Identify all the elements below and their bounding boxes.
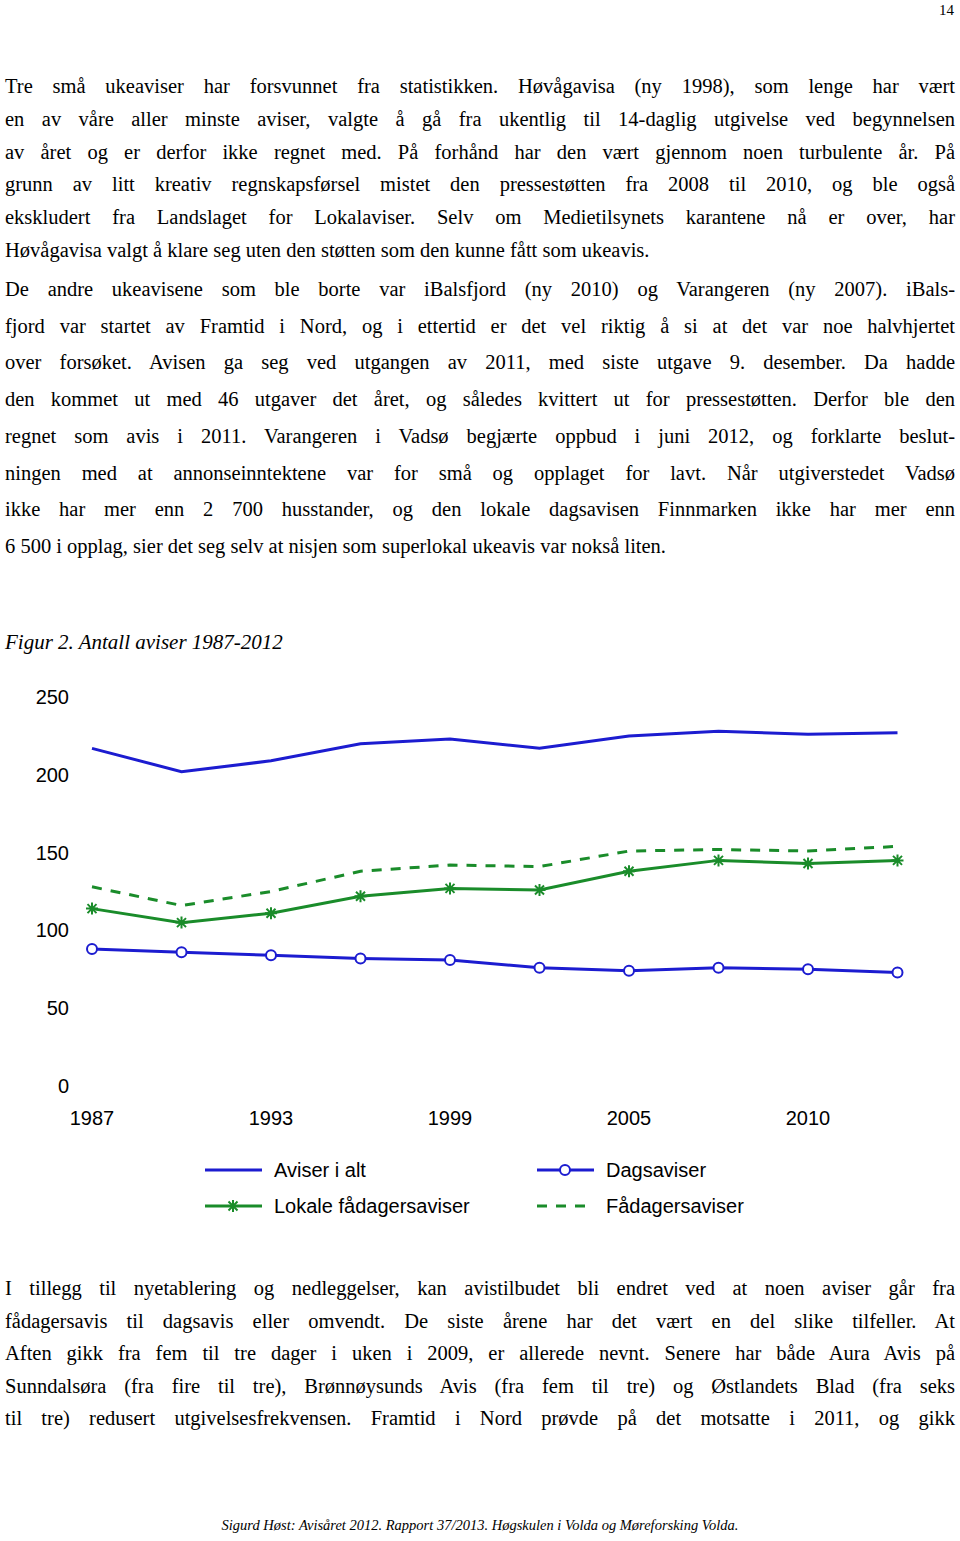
text-line: ningen med at annonseinntektene var for … bbox=[5, 460, 955, 486]
x-tick-label: 1999 bbox=[428, 1107, 473, 1129]
text-line: av året og er derfor ikke regnet med. På… bbox=[5, 139, 955, 165]
figure-caption: Figur 2. Antall aviser 1987-2012 bbox=[5, 629, 283, 655]
text-line: Aften gikk fra fem til tre dager i uken … bbox=[5, 1340, 955, 1366]
y-tick-label: 200 bbox=[36, 764, 69, 786]
series-line bbox=[92, 949, 898, 972]
text-line: fjord var startet av Framtid i Nord, og … bbox=[5, 313, 955, 339]
y-tick-label: 50 bbox=[47, 997, 69, 1019]
marker bbox=[713, 854, 725, 866]
marker bbox=[802, 857, 814, 869]
series-line bbox=[92, 731, 898, 771]
legend-marker-shape bbox=[560, 1165, 570, 1175]
marker bbox=[86, 903, 98, 915]
legend-label: Lokale fådagersaviser bbox=[274, 1195, 470, 1217]
marker bbox=[265, 907, 277, 919]
legend-marker bbox=[227, 1200, 239, 1212]
marker bbox=[177, 947, 187, 957]
marker bbox=[266, 950, 276, 960]
text-line: I tillegg til nyetablering og nedleggels… bbox=[5, 1275, 955, 1301]
text-line: til tre) redusert utgivelsesfrekvensen. … bbox=[5, 1405, 955, 1431]
text-line: en av våre aller minste aviser, valgte å… bbox=[5, 106, 955, 132]
marker bbox=[803, 964, 813, 974]
footer: Sigurd Høst: Avisåret 2012. Rapport 37/2… bbox=[0, 1517, 960, 1534]
marker bbox=[534, 884, 546, 896]
marker bbox=[893, 967, 903, 977]
marker bbox=[714, 963, 724, 973]
plot bbox=[86, 731, 904, 977]
marker bbox=[624, 966, 634, 976]
legend-marker-shape bbox=[227, 1200, 239, 1212]
marker bbox=[356, 953, 366, 963]
text-line: 6 500 i opplag, sier det seg selv at nis… bbox=[5, 533, 955, 559]
y-tick-label: 0 bbox=[58, 1075, 69, 1097]
text-line: Sunndalsøra (fra fire til tre), Brønnøys… bbox=[5, 1373, 955, 1399]
text-line: over forsøket. Avisen ga seg ved utgange… bbox=[5, 349, 955, 375]
text-line: fådagersavis til dagsavis eller omvendt.… bbox=[5, 1308, 955, 1334]
legend-label: Fådagersaviser bbox=[606, 1195, 744, 1217]
legend-key bbox=[537, 1205, 594, 1208]
y-tick-label: 150 bbox=[36, 842, 69, 864]
text-line: ikke har mer enn 2 700 husstander, og de… bbox=[5, 496, 955, 522]
legend-marker bbox=[560, 1165, 570, 1175]
text-line: Tre små ukeaviser har forsvunnet fra sta… bbox=[5, 73, 955, 99]
text-line: den kommet ut med 46 utgaver det året, o… bbox=[5, 386, 955, 412]
legend-label: Aviser i alt bbox=[274, 1159, 366, 1181]
x-tick-label: 2010 bbox=[786, 1107, 831, 1129]
text-line: De andre ukeavisene som ble borte var iB… bbox=[5, 276, 955, 302]
marker bbox=[176, 917, 188, 929]
text-line: ekskludert fra Landslaget for Lokalavise… bbox=[5, 204, 955, 230]
x-tick-label: 2005 bbox=[607, 1107, 652, 1129]
x-tick-label: 1987 bbox=[70, 1107, 115, 1129]
marker bbox=[444, 882, 456, 894]
text-line: Høvågavisa valgt å klare seg uten den st… bbox=[5, 237, 955, 263]
series-line bbox=[92, 860, 898, 922]
marker bbox=[623, 865, 635, 877]
marker bbox=[445, 955, 455, 965]
y-tick-label: 100 bbox=[36, 919, 69, 941]
x-tick-label: 1993 bbox=[249, 1107, 294, 1129]
legend-key bbox=[205, 1169, 262, 1172]
legend-label: Dagsaviser bbox=[606, 1159, 706, 1181]
series-line bbox=[92, 846, 898, 905]
text-line: grunn av litt kreativ regnskapsførsel mi… bbox=[5, 171, 955, 197]
chart: 0 50 100 150 200 250 1987 1993 1999 2005 2010 Avise… bbox=[0, 0, 960, 1541]
page-number: 14 bbox=[939, 2, 954, 19]
marker bbox=[892, 854, 904, 866]
marker bbox=[355, 890, 367, 902]
marker bbox=[87, 944, 97, 954]
text-line: regnet som avis i 2011. Varangeren i Vad… bbox=[5, 423, 955, 449]
y-tick-label: 250 bbox=[36, 686, 69, 708]
marker bbox=[535, 963, 545, 973]
